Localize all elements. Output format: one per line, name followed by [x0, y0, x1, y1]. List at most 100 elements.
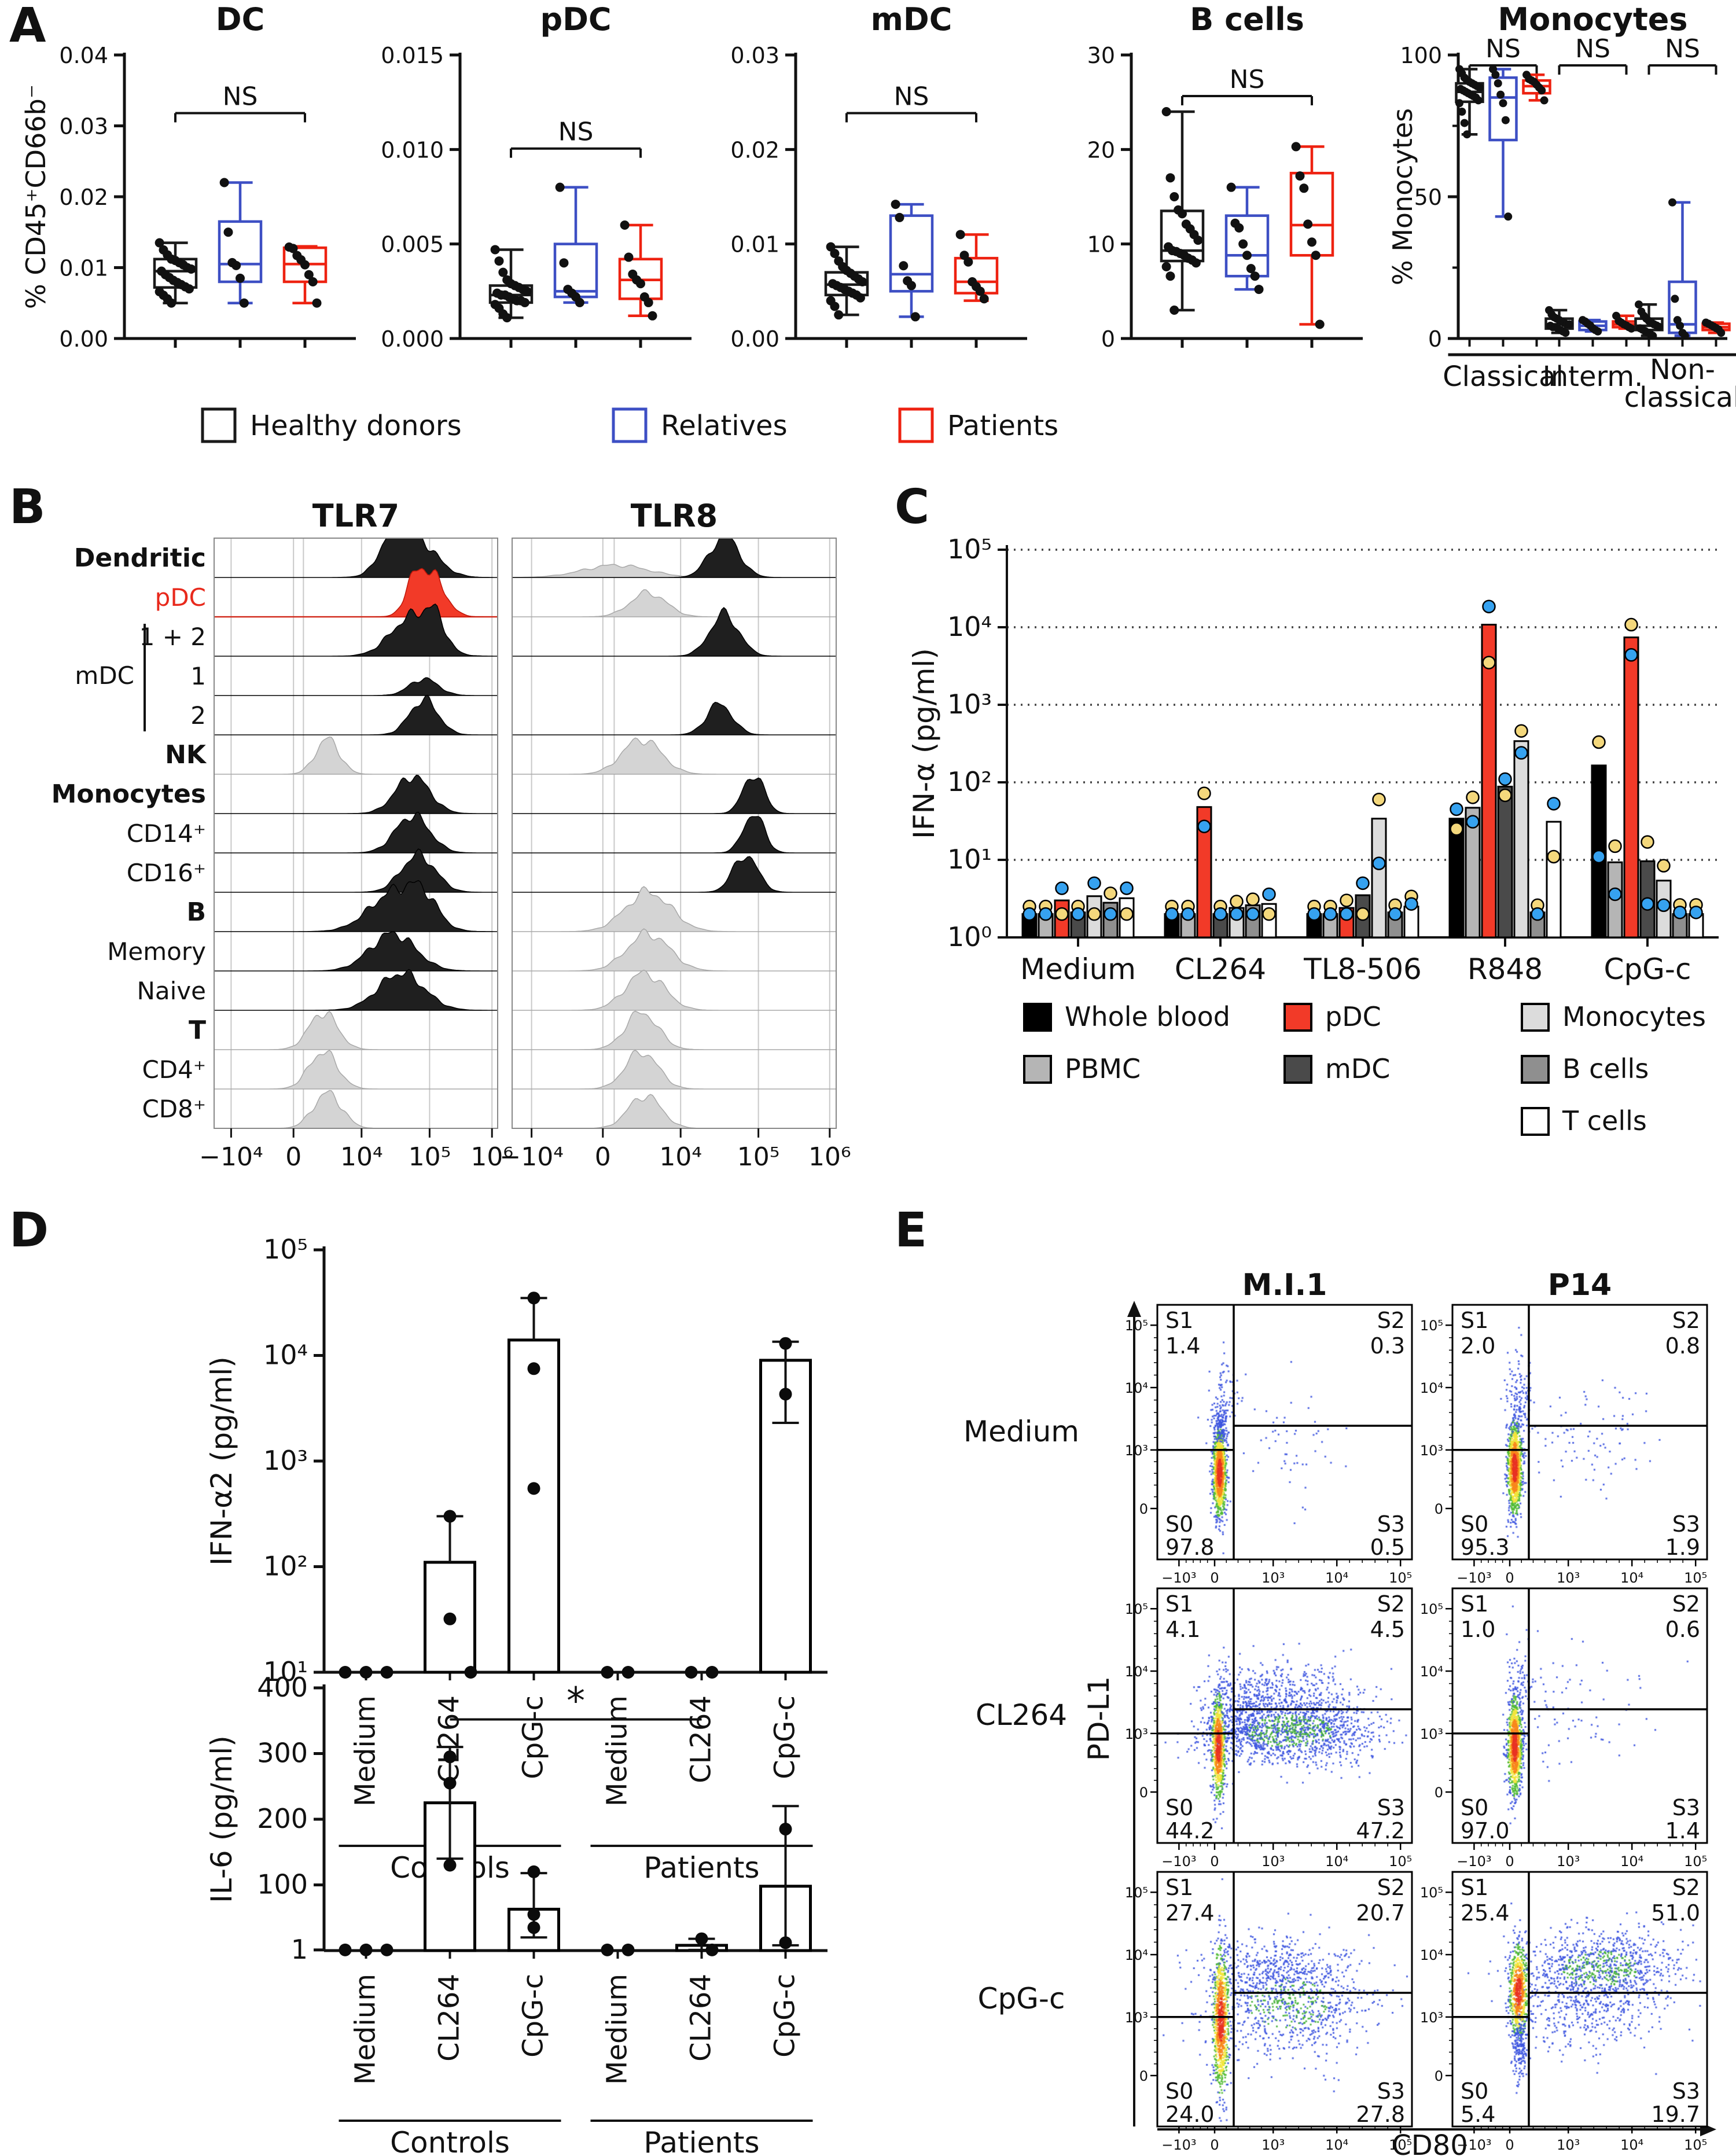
panel-c-barchart: 10⁰ 10¹ 10² 10³ 10⁴ 10⁵ IFN-α (pg/ml) Medium CL2…: [907, 534, 1719, 1136]
dot-yellow: [1197, 786, 1211, 800]
histogram-B: [512, 886, 836, 932]
dot-yellow: [1055, 907, 1069, 921]
x-category-label: Medium: [350, 1974, 382, 2085]
data-points: [1455, 65, 1484, 139]
bar-group-CpG-c: [1591, 617, 1704, 939]
panel-e-letter: E: [895, 1203, 928, 1258]
pdl1-arrowhead: [1127, 1301, 1141, 1317]
data-points: [1522, 71, 1549, 105]
y-tick-label: 10²: [947, 766, 992, 797]
panel-frame: [214, 538, 498, 1129]
legend-a: Healthy donors Relatives Patients: [201, 407, 1058, 443]
y-tick-label: 0.01: [59, 256, 108, 281]
scatter-dots: [1157, 1305, 1412, 1559]
dot-yellow: [1498, 788, 1512, 803]
dot-blue: [1450, 802, 1463, 816]
data-points: [1668, 198, 1689, 340]
category-label: CpG-c: [1604, 952, 1691, 986]
dot-yellow: [1482, 656, 1496, 669]
legend-label: Whole blood: [1065, 1001, 1230, 1032]
y-tick-label: 0.00: [59, 326, 108, 352]
histogram-1: [214, 677, 498, 696]
data-points: [155, 238, 196, 308]
y-tick-label: 100: [1400, 43, 1442, 68]
dots-5: [779, 1823, 792, 1949]
barchart-D-IFNa2: 10¹ 10² 10³ 10⁴ 10⁵ IFN-α2 (pg/ml) Medium CL264…: [205, 1234, 827, 1885]
dot-yellow: [1104, 886, 1117, 900]
dot-blue: [1104, 907, 1117, 921]
x-tick-label: −10⁴: [199, 1142, 263, 1172]
x-tick-label: 10⁶: [808, 1142, 851, 1172]
row-label-4: 2: [190, 701, 206, 730]
dot-blue: [1531, 907, 1544, 921]
dot-blue: [1181, 907, 1195, 921]
histogram-CD14⁺: [214, 811, 498, 853]
flow-plot-CL264-P14: 10⁵ 10⁴ 10³ 0 −10³ 0 10³ 10⁴ 10⁵ S1 1.0 S2 0.6 S0 97.0…: [1420, 1587, 1708, 1870]
panel-b-histograms: TLR7 TLR8 Dendritic pDC 1 + 2 1 2 NK Monocytes CD…: [52, 498, 851, 1172]
mdc-bracket-label: mDC: [75, 661, 134, 690]
boxchart-A-Bcells: B cells 0 10 20 30 NS: [1087, 1, 1363, 352]
box: [553, 242, 598, 299]
histogram-CD14⁺: [512, 816, 836, 853]
histogram-CD4⁺: [512, 1050, 836, 1090]
dots-3: [601, 1666, 635, 1679]
histogram-2: [214, 694, 498, 735]
ns-label: NS: [1665, 34, 1700, 64]
x-tick-label: 10⁴: [340, 1142, 383, 1172]
bar-pDC: [1623, 637, 1639, 939]
flow-plot-CL264-M.I.1: 10⁵ 10⁴ 10³ 0 −10³ 0 10³ 10⁴ 10⁵ S1 4.1 S2 4.5 S0 44.2…: [1125, 1587, 1413, 1870]
dot-blue: [1592, 849, 1606, 864]
x-tick-label: 10⁵: [737, 1142, 780, 1172]
group-label: Patients: [643, 2126, 759, 2156]
histogram-T: [214, 1011, 498, 1050]
x-category-label: CpG-c: [769, 1974, 801, 2058]
data-points: [555, 182, 584, 307]
legend-swatch: [1283, 1003, 1312, 1032]
y-tick-label: 0.010: [381, 137, 444, 163]
scatter-dots: [1157, 1872, 1412, 2126]
dot-blue: [1689, 906, 1703, 919]
chart-title: DC: [216, 1, 264, 38]
legend-swatch: [1521, 1003, 1550, 1032]
boxchart-A-DC: DC % CD45⁺CD66b⁻ 0.00 0.01 0.02 0.03 0.04 NS: [20, 1, 356, 352]
dot-blue: [1673, 906, 1687, 919]
flow-plot-Medium-P14: 10⁵ 10⁴ 10³ 0 −10³ 0 10³ 10⁴ 10⁵ S1 2.0 S2 0.8 S0 95.3…: [1420, 1304, 1708, 1586]
y-tick-label: 10¹: [947, 844, 992, 875]
y-tick-label: 30: [1087, 43, 1115, 68]
dot-blue: [1608, 887, 1622, 902]
histogram-CD16⁺: [512, 856, 836, 893]
bar-mDC: [1497, 785, 1513, 939]
row-label: Medium: [963, 1415, 1079, 1448]
y-tick-label: 20: [1087, 137, 1115, 163]
panel-frame: [512, 538, 837, 1129]
dot-yellow: [1641, 835, 1654, 849]
x-category-label: CL264: [685, 1974, 718, 2062]
dot-yellow: [1340, 893, 1354, 907]
dot-yellow: [1087, 907, 1101, 921]
flow-plot-Medium-M.I.1: 10⁵ 10⁴ 10³ 0 −10³ 0 10³ 10⁴ 10⁵ S1 1.4 S2 0.3 S0 97.8…: [1125, 1304, 1413, 1586]
ns-label: NS: [558, 117, 594, 147]
category-label: Classical: [1443, 360, 1564, 393]
y-axis-label: IFN-α (pg/ml): [907, 648, 941, 839]
y-axis-label: % Monocytes: [1387, 108, 1418, 285]
dot-blue: [1197, 819, 1211, 833]
dot-blue: [1230, 907, 1244, 921]
dot-blue: [1307, 907, 1321, 921]
y-tick-label: 10⁰: [947, 921, 992, 952]
legend-swatch-0: [201, 407, 237, 443]
dots-4: [685, 1666, 719, 1679]
dot-blue: [1246, 907, 1260, 921]
y-tick-label: 200: [257, 1803, 308, 1834]
y-axis-label: IFN-α2 (pg/ml): [205, 1356, 238, 1566]
dot-yellow: [1372, 792, 1386, 807]
legend-label: pDC: [1325, 1001, 1381, 1032]
dot-blue: [1482, 599, 1496, 613]
dot-blue: [1213, 907, 1227, 921]
x-category-label: CpG-c: [517, 1695, 550, 1779]
data-points: [490, 245, 532, 323]
row-label-10: Memory: [107, 937, 206, 966]
histogram-Memory: [512, 928, 836, 972]
histogram-1 + 2: [512, 606, 836, 657]
histogram-Memory: [214, 931, 498, 972]
dot-blue: [1071, 907, 1085, 921]
